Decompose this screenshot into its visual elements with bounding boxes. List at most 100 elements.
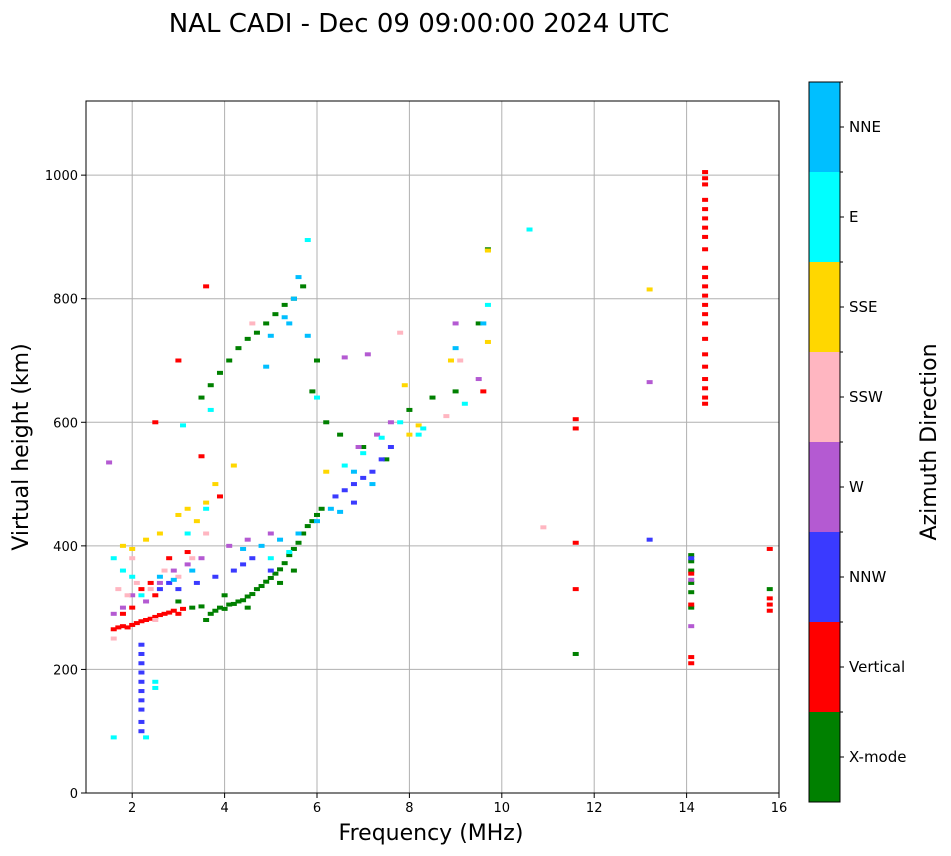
- data-point: [702, 293, 709, 298]
- data-point: [156, 531, 163, 536]
- y-tick-label: 600: [53, 416, 78, 431]
- data-point: [138, 661, 145, 666]
- data-point: [526, 227, 533, 232]
- data-point: [688, 602, 695, 607]
- data-point: [300, 531, 307, 536]
- data-point: [646, 537, 653, 542]
- data-point: [323, 420, 330, 425]
- data-point: [230, 463, 237, 468]
- data-point: [244, 537, 251, 542]
- data-point: [350, 469, 357, 474]
- data-point: [170, 577, 177, 582]
- colorbar-label: SSW: [849, 388, 883, 406]
- data-point: [360, 445, 367, 449]
- data-point: [244, 594, 251, 599]
- data-point: [267, 556, 274, 561]
- data-point: [152, 679, 159, 684]
- colorbar-segment: [809, 532, 840, 622]
- data-point: [249, 556, 256, 561]
- series-sse: [119, 248, 653, 551]
- data-point: [397, 420, 404, 425]
- data-point: [447, 358, 454, 363]
- data-point: [263, 321, 270, 326]
- colorbar-label: SSE: [849, 298, 878, 316]
- data-point: [688, 624, 695, 629]
- data-point: [688, 605, 695, 610]
- data-point: [129, 556, 136, 561]
- data-point: [688, 655, 695, 660]
- data-point: [290, 546, 297, 551]
- data-point: [170, 608, 177, 613]
- data-point: [138, 670, 145, 675]
- colorbar-segment: [809, 712, 840, 802]
- data-point: [350, 482, 357, 487]
- data-point: [766, 608, 773, 613]
- data-point: [452, 321, 459, 326]
- data-point: [272, 571, 279, 576]
- data-point: [688, 553, 695, 558]
- data-point: [350, 500, 357, 505]
- y-tick-label: 200: [53, 663, 78, 678]
- data-point: [180, 423, 187, 428]
- data-point: [277, 567, 284, 572]
- data-point: [124, 625, 131, 630]
- data-point: [133, 580, 140, 585]
- chart-title: NAL CADI - Dec 09 09:00:00 2024 UTC: [169, 9, 669, 39]
- colorbar-label: NNW: [849, 568, 886, 586]
- data-point: [295, 540, 302, 545]
- data-point: [572, 417, 579, 422]
- data-point: [166, 580, 173, 585]
- data-point: [249, 592, 256, 597]
- series-e: [110, 227, 533, 740]
- data-point: [263, 579, 270, 584]
- data-point: [766, 596, 773, 601]
- data-point: [572, 587, 579, 592]
- data-point: [369, 482, 376, 487]
- data-point: [258, 584, 265, 589]
- colorbar-label: NNE: [849, 118, 881, 136]
- data-point: [341, 355, 348, 360]
- data-point: [688, 577, 695, 582]
- x-tick-label: 12: [586, 801, 603, 816]
- data-point: [216, 494, 223, 499]
- data-point: [180, 606, 187, 611]
- series-w: [106, 321, 695, 629]
- data-point: [226, 543, 233, 548]
- data-point: [572, 540, 579, 545]
- data-point: [480, 321, 487, 326]
- data-point: [212, 482, 219, 487]
- data-point: [766, 546, 773, 551]
- data-point: [230, 568, 237, 573]
- data-point: [110, 611, 117, 616]
- data-point: [272, 312, 279, 317]
- data-point: [702, 377, 709, 382]
- data-point: [253, 330, 260, 335]
- colorbar-label: W: [849, 478, 864, 496]
- data-point: [304, 238, 311, 243]
- y-axis-ticks: 0 200 400 600 800 1000: [45, 169, 86, 802]
- data-point: [766, 602, 773, 607]
- data-point: [152, 618, 159, 622]
- data-point: [115, 625, 122, 630]
- data-point: [286, 550, 293, 555]
- data-point: [198, 556, 205, 561]
- data-point: [166, 610, 173, 615]
- data-point: [175, 512, 182, 517]
- data-point: [281, 315, 288, 320]
- data-point: [702, 336, 709, 341]
- data-point: [406, 432, 413, 437]
- data-point: [147, 587, 154, 592]
- colorbar-segment: [809, 82, 840, 172]
- data-point: [175, 599, 182, 604]
- data-point: [161, 611, 168, 616]
- data-point: [143, 735, 150, 740]
- data-point: [540, 525, 547, 530]
- data-point: [203, 506, 210, 511]
- data-point: [378, 435, 385, 440]
- data-point: [226, 358, 233, 363]
- data-point: [688, 556, 695, 561]
- data-point: [189, 605, 196, 610]
- data-point: [226, 602, 233, 607]
- data-point: [138, 619, 145, 624]
- data-point: [203, 618, 210, 622]
